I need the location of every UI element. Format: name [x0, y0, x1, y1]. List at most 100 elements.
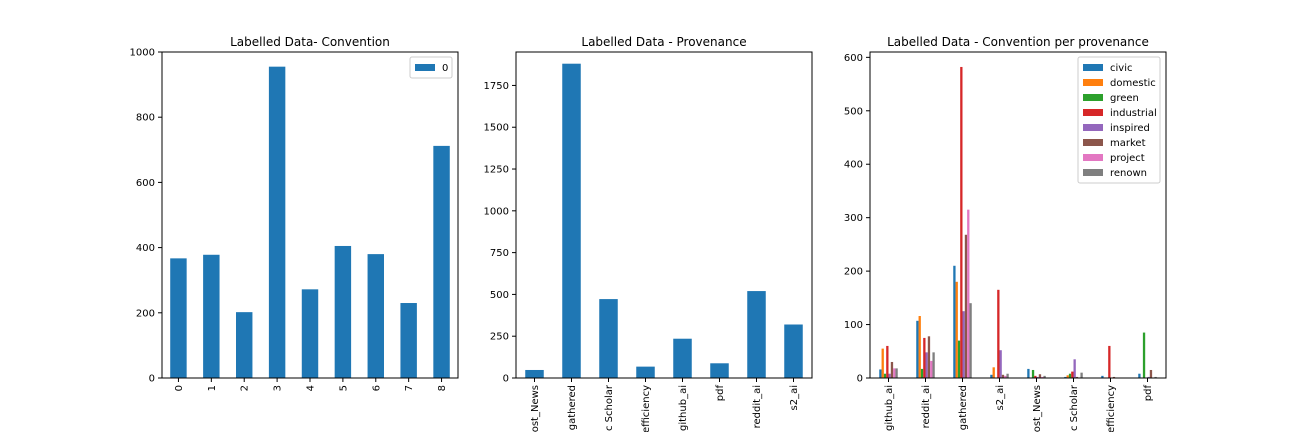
bar-industrial-efficiency: [1108, 345, 1111, 378]
bar-renown-ost_News: [1043, 375, 1046, 378]
y-tick-label: 0: [149, 374, 155, 385]
x-tick-label: github_ai: [884, 385, 895, 431]
x-tick-label: efficiency: [1106, 385, 1117, 432]
x-tick-label: pdf: [715, 385, 726, 402]
bar-green-pdf: [1142, 332, 1146, 378]
chart-panel-2: Labelled Data - Provenance 0 250 500 750 1000…: [484, 35, 813, 432]
bar-inspired-pdf: [1147, 376, 1150, 378]
legend-box: [1077, 56, 1161, 184]
bar-project-ost_News: [1041, 376, 1044, 378]
y-tick-label: 750: [490, 248, 509, 259]
y-tick-label: 800: [136, 113, 155, 124]
x-tick-label: ost_News: [1032, 385, 1043, 432]
bar-industrial-s2_ai: [997, 289, 1000, 378]
bar-civic-c Scholar: [1064, 376, 1067, 378]
x-tick-label: 6: [371, 385, 382, 391]
bar-0-0: [170, 258, 187, 378]
bar-value-github_ai: [673, 338, 692, 378]
bar-inspired-s2_ai: [999, 350, 1002, 378]
legend-swatch-0: [415, 64, 435, 71]
x-tick-label: github_ai: [678, 385, 689, 431]
y-tick-label: 100: [844, 320, 863, 331]
bar-project-s2_ai: [1004, 375, 1007, 378]
chart-title: Labelled Data - Provenance: [581, 35, 746, 49]
bar-renown-reddit_ai: [932, 352, 935, 378]
legend-swatch-renown: [1083, 169, 1103, 176]
bar-green-ost_News: [1031, 369, 1035, 378]
legend: 0: [409, 56, 453, 79]
bar-0-7: [400, 303, 417, 378]
bar-value-pdf: [710, 363, 729, 378]
bar-inspired-ost_News: [1036, 376, 1039, 378]
bar-domestic-reddit_ai: [918, 316, 921, 378]
bar-civic-efficiency: [1101, 375, 1104, 378]
x-tick-label: 5: [338, 385, 349, 391]
legend-label-inspired: inspired: [1110, 123, 1150, 134]
bar-0-6: [367, 254, 384, 378]
x-tick-label: c Scholar: [1069, 384, 1080, 431]
x-tick-label: 4: [306, 385, 317, 391]
x-tick-label: pdf: [1143, 385, 1154, 402]
y-tick-label: 200: [844, 267, 863, 278]
bar-green-reddit_ai: [920, 368, 924, 378]
bar-market-gathered: [964, 234, 968, 378]
bar-value-reddit_ai: [747, 291, 766, 378]
bar-project-reddit_ai: [930, 360, 933, 378]
bar-industrial-gathered: [960, 66, 963, 379]
x-tick-label: 7: [404, 385, 415, 391]
bar-green-c Scholar: [1068, 373, 1072, 378]
chart-panel-3: Labelled Data - Convention per provenanc…: [844, 35, 1167, 432]
x-tick-label: 8: [437, 385, 448, 391]
bar-value-c Scholar: [599, 299, 618, 378]
bar-industrial-github_ai: [886, 345, 889, 378]
bar-civic-github_ai: [879, 369, 882, 378]
bar-industrial-c Scholar: [1071, 371, 1074, 378]
y-tick-label: 0: [503, 374, 509, 385]
axes-frame: [515, 51, 813, 379]
bar-inspired-reddit_ai: [925, 352, 928, 378]
legend-label-renown: renown: [1110, 168, 1147, 179]
bar-market-reddit_ai: [927, 336, 931, 378]
bar-civic-reddit_ai: [916, 320, 919, 378]
bar-0-5: [334, 245, 352, 378]
legend-swatch-domestic: [1083, 79, 1103, 86]
bar-market-c Scholar: [1075, 376, 1079, 378]
chart-panel-1: Labelled Data- Convention020040060080010…: [130, 35, 459, 391]
bar-0-3: [268, 66, 286, 379]
legend-label-domestic: domestic: [1110, 78, 1156, 89]
bar-0-2: [236, 312, 253, 378]
bar-renown-c Scholar: [1080, 372, 1083, 378]
legend-label-industrial: industrial: [1110, 108, 1157, 119]
y-tick-label: 200: [136, 308, 155, 319]
y-tick-label: 1250: [484, 165, 509, 176]
y-tick-label: 600: [844, 53, 863, 64]
y-tick-label: 600: [136, 178, 155, 189]
bar-project-gathered: [967, 209, 970, 378]
y-tick-label: 400: [136, 243, 155, 254]
bar-domestic-c Scholar: [1066, 375, 1069, 378]
y-tick-label: 1500: [484, 123, 509, 134]
x-tick-label: c Scholar: [604, 384, 615, 431]
bar-green-gathered: [957, 340, 961, 378]
bar-market-github_ai: [890, 361, 894, 378]
legend: civic domestic green industrial inspired mark…: [1077, 56, 1161, 184]
bar-renown-gathered: [969, 303, 972, 378]
bar-project-github_ai: [893, 368, 896, 378]
legend-swatch-market: [1083, 139, 1103, 146]
bar-market-efficiency: [1112, 376, 1116, 378]
bar-civic-s2_ai: [990, 374, 993, 378]
bar-civic-pdf: [1138, 373, 1141, 378]
bar-domestic-github_ai: [881, 348, 884, 378]
chart-title: Labelled Data- Convention: [230, 35, 390, 49]
bar-inspired-gathered: [962, 311, 965, 378]
bar-value-s2_ai: [784, 324, 803, 378]
x-tick-label: 0: [174, 385, 185, 391]
bar-industrial-ost_News: [1034, 375, 1037, 378]
bar-inspired-github_ai: [888, 373, 891, 378]
axes-frame: [869, 51, 1167, 379]
bar-industrial-reddit_ai: [923, 337, 926, 378]
bar-0-8: [433, 145, 450, 378]
bar-market-pdf: [1149, 369, 1153, 378]
y-tick-label: 500: [844, 106, 863, 117]
